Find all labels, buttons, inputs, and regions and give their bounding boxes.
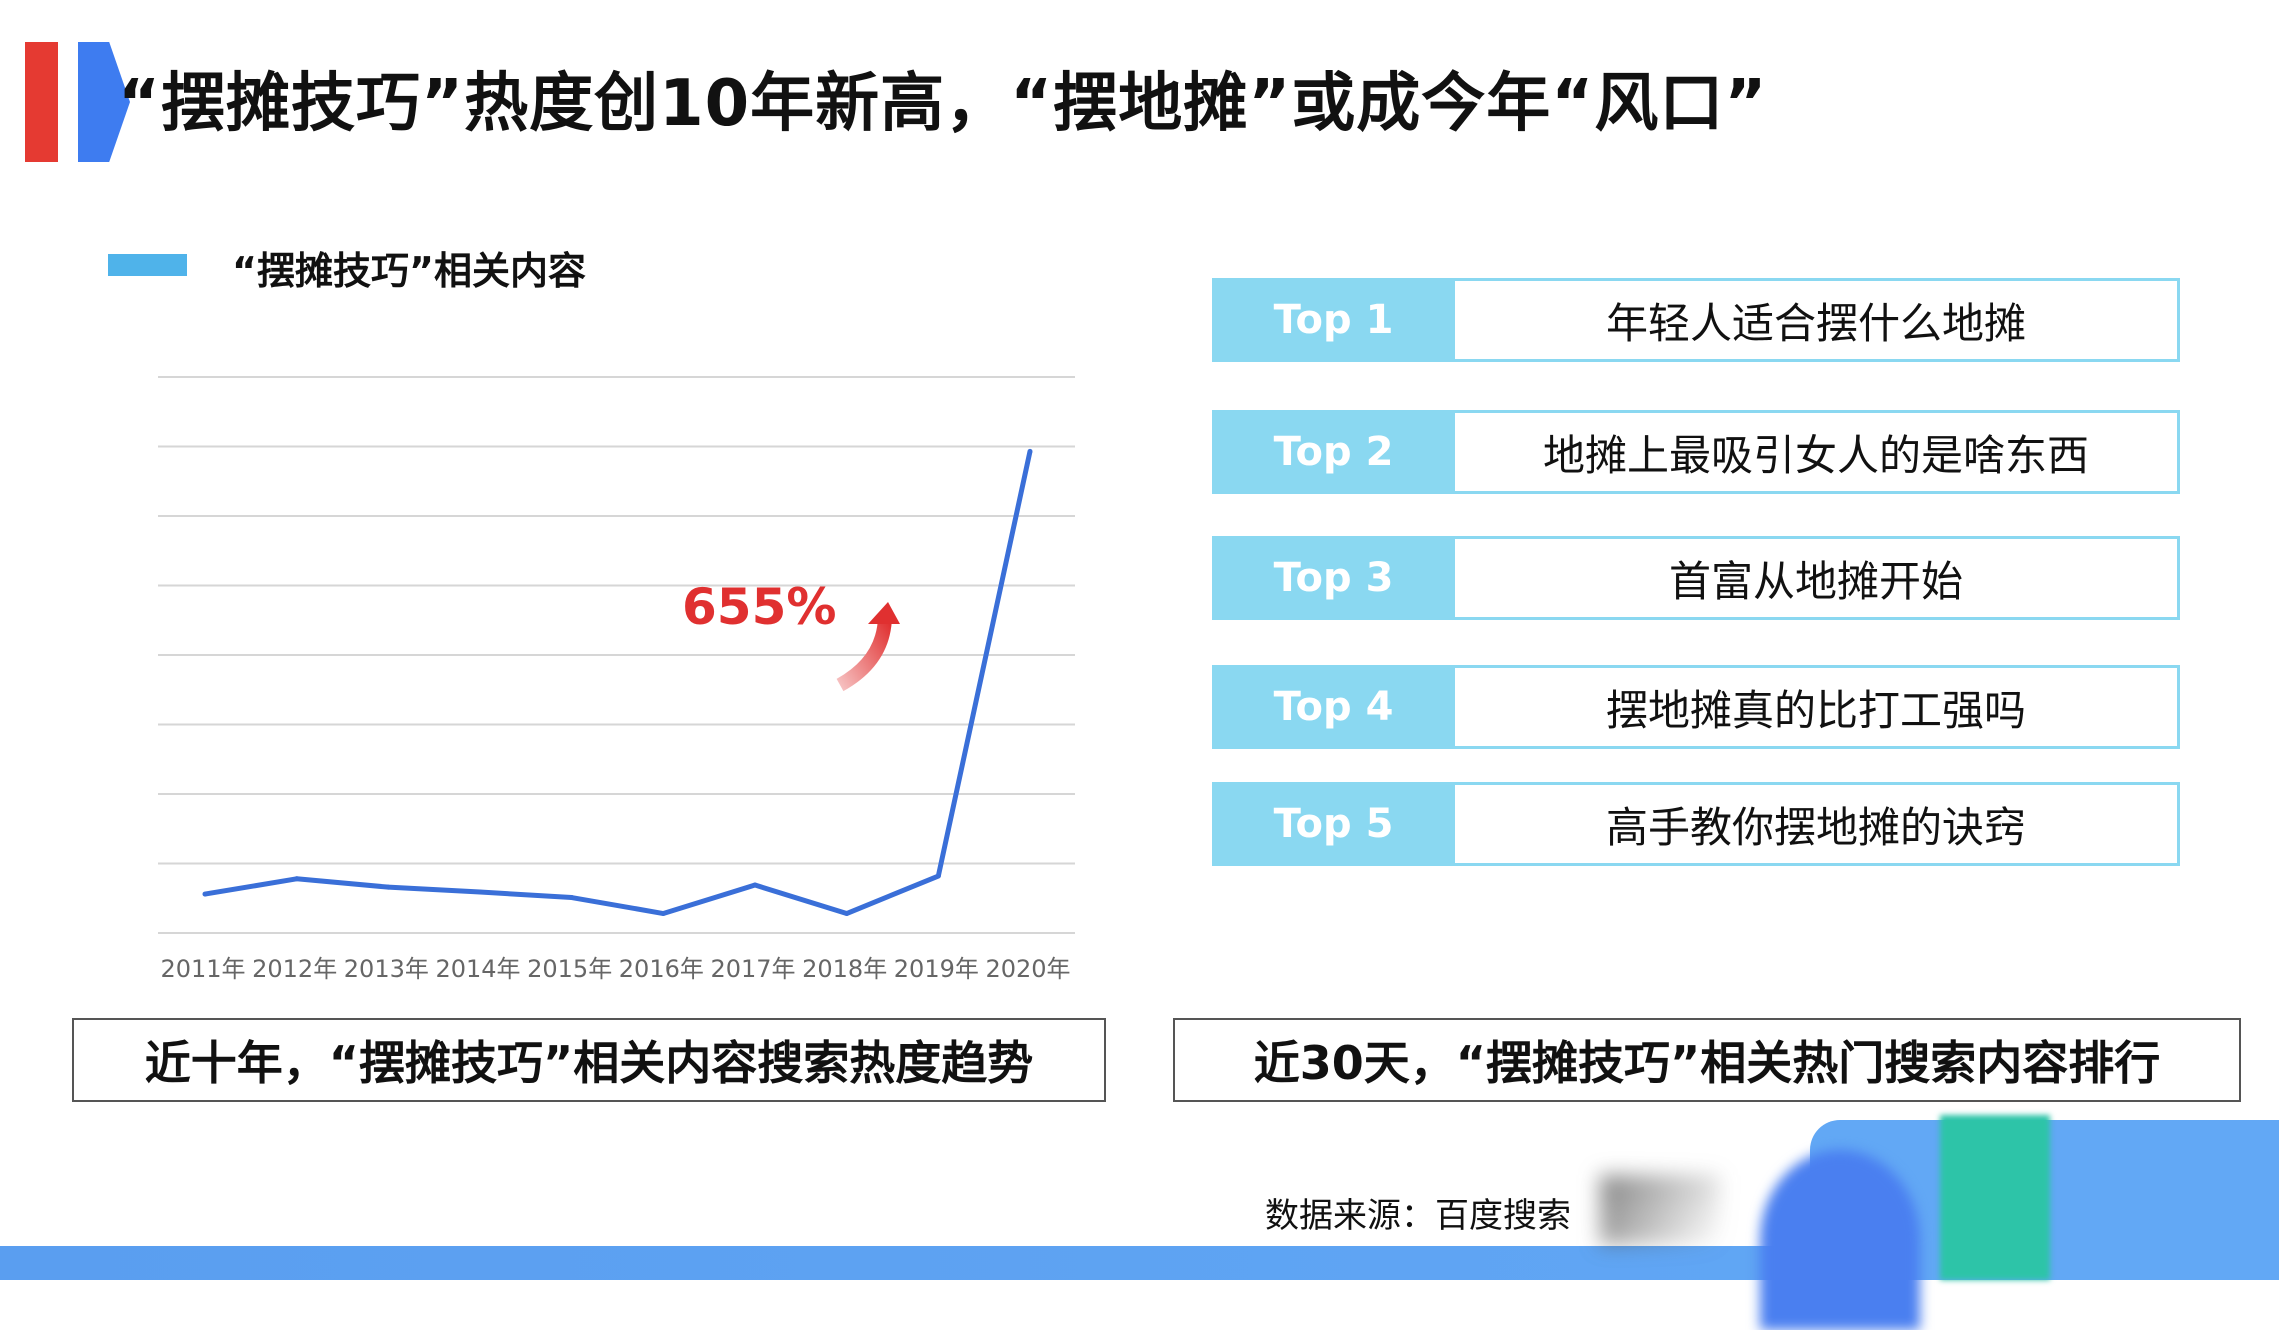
decoration-shape — [1760, 1150, 1920, 1330]
decoration-shadow — [1600, 1175, 1720, 1245]
data-point — [477, 889, 483, 895]
data-point — [752, 882, 758, 888]
rank-text: 地摊上最吸引女人的是啥东西 — [1455, 410, 2180, 494]
x-tick-label: 2020年 — [985, 955, 1070, 983]
ranking-row: Top 2 地摊上最吸引女人的是啥东西 — [1212, 410, 2180, 494]
x-tick-label: 2013年 — [344, 955, 429, 983]
data-point — [660, 911, 666, 917]
x-tick-label: 2018年 — [802, 955, 887, 983]
page-title: “摆摊技巧”热度创10年新高，“摆地摊”或成今年“风口” — [118, 67, 1768, 141]
rank-label: Top 5 — [1212, 782, 1455, 866]
rank-text: 高手教你摆地摊的诀窍 — [1455, 782, 2180, 866]
rank-label: Top 2 — [1212, 410, 1455, 494]
ranking-caption: 近30天，“摆摊技巧”相关热门搜索内容排行 — [1173, 1018, 2241, 1102]
data-point — [385, 884, 391, 890]
ranking-row: Top 4 摆地摊真的比打工强吗 — [1212, 665, 2180, 749]
rank-text: 摆地摊真的比打工强吗 — [1455, 665, 2180, 749]
x-tick-label: 2015年 — [527, 955, 612, 983]
title-accent-red — [25, 42, 58, 162]
legend-swatch — [108, 254, 187, 276]
x-tick-label: 2019年 — [894, 955, 979, 983]
x-tick-label: 2014年 — [435, 955, 520, 983]
data-point — [202, 891, 208, 897]
x-tick-label: 2016年 — [619, 955, 704, 983]
rank-text: 年轻人适合摆什么地摊 — [1455, 278, 2180, 362]
rank-label: Top 1 — [1212, 278, 1455, 362]
ranking-row: Top 3 首富从地摊开始 — [1212, 536, 2180, 620]
chart-caption: 近十年，“摆摊技巧”相关内容搜索热度趋势 — [72, 1018, 1106, 1102]
data-source: 数据来源：百度搜索 — [1265, 1196, 1571, 1236]
growth-annotation: 655% — [682, 578, 837, 636]
decoration-shape — [1940, 1115, 2050, 1280]
trend-arrow-icon — [836, 614, 892, 692]
x-tick-label: 2017年 — [710, 955, 795, 983]
data-point — [1027, 448, 1033, 454]
data-point — [294, 876, 300, 882]
rank-text: 首富从地摊开始 — [1455, 536, 2180, 620]
rank-label: Top 3 — [1212, 536, 1455, 620]
data-point — [569, 895, 575, 901]
x-tick-label: 2012年 — [252, 955, 337, 983]
trend-arrow-head-icon — [868, 602, 900, 624]
rank-label: Top 4 — [1212, 665, 1455, 749]
x-tick-label: 2011年 — [160, 955, 245, 983]
line-chart: 2011年 2012年 2013年 2014年 2015年 2016年 2017年 2018年… — [158, 376, 1075, 983]
data-point — [844, 911, 850, 917]
ranking-row: Top 5 高手教你摆地摊的诀窍 — [1212, 782, 2180, 866]
series-line — [204, 450, 1033, 917]
legend-label: “摆摊技巧”相关内容 — [232, 249, 586, 293]
ranking-row: Top 1 年轻人适合摆什么地摊 — [1212, 278, 2180, 362]
data-point — [935, 873, 941, 879]
